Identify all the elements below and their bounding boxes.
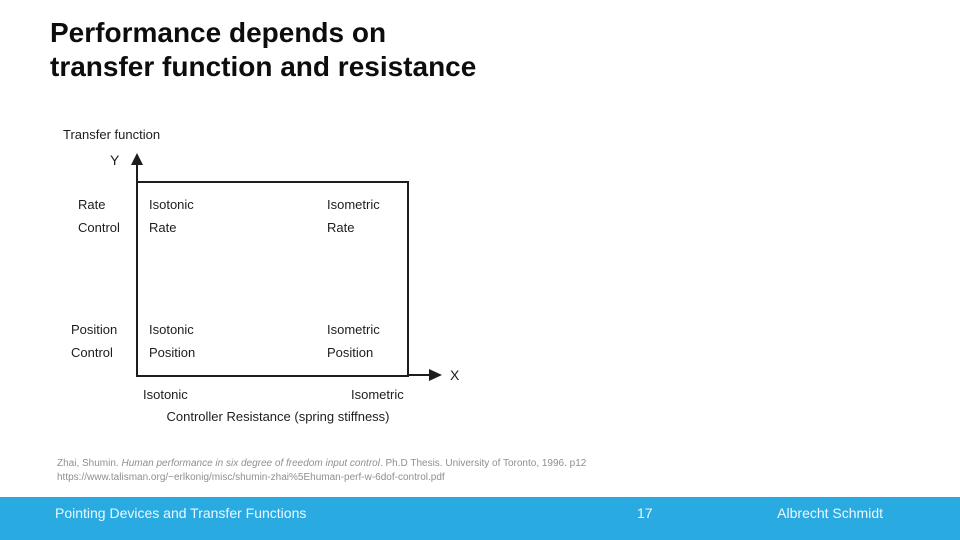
cell-isotonic-position-line2: Position (149, 345, 196, 360)
citation-url: https://www.talisman.org/~erlkonig/misc/… (57, 471, 445, 483)
y-axis-arrow-icon (131, 153, 143, 165)
citation-line: Zhai, Shumin. Human performance in six d… (57, 457, 586, 471)
x-axis-label: X (450, 367, 460, 383)
cell-isotonic-position-line1: Isotonic (149, 322, 194, 337)
cell-isotonic-rate-line2: Rate (149, 220, 177, 235)
footer-author-name: Albrecht Schmidt (777, 505, 883, 521)
cell-isometric-position-line2: Position (327, 345, 374, 360)
footer-bar (0, 497, 960, 540)
citation-authors: Zhai, Shumin. (57, 458, 122, 469)
slide-title-line1: Performance depends on (50, 17, 387, 48)
y-axis-title: Transfer function (63, 127, 161, 142)
cell-isometric-position-line1: Isometric (327, 322, 380, 337)
cell-isotonic-rate-line1: Isotonic (149, 197, 194, 212)
y-axis-line (136, 164, 138, 182)
footer-course-title: Pointing Devices and Transfer Functions (55, 505, 307, 521)
slide-title-line2: transfer function and resistance (50, 51, 477, 82)
x-axis-line (407, 374, 431, 376)
y-axis-label: Y (110, 152, 120, 168)
citation-details: . Ph.D Thesis. University of Toronto, 19… (379, 458, 587, 469)
citation-block: Zhai, Shumin. Human performance in six d… (57, 457, 586, 484)
footer-page-number: 17 (637, 505, 653, 521)
x-tick-isometric: Isometric (351, 387, 404, 402)
row-label-rate: Rate (78, 197, 106, 212)
row-label-position: Position (71, 322, 118, 337)
row-label-rate-control: Control (78, 220, 120, 235)
x-tick-isotonic: Isotonic (143, 387, 188, 402)
slide-title: Performance depends on transfer function… (50, 16, 476, 84)
row-label-position-control: Control (71, 345, 113, 360)
cell-isometric-rate-line2: Rate (327, 220, 355, 235)
x-axis-arrow-icon (429, 369, 442, 381)
x-axis-title: Controller Resistance (spring stiffness) (166, 409, 390, 424)
citation-work-title: Human performance in six degree of freed… (121, 458, 380, 469)
quadrant-box (136, 181, 409, 377)
cell-isometric-rate-line1: Isometric (327, 197, 380, 212)
